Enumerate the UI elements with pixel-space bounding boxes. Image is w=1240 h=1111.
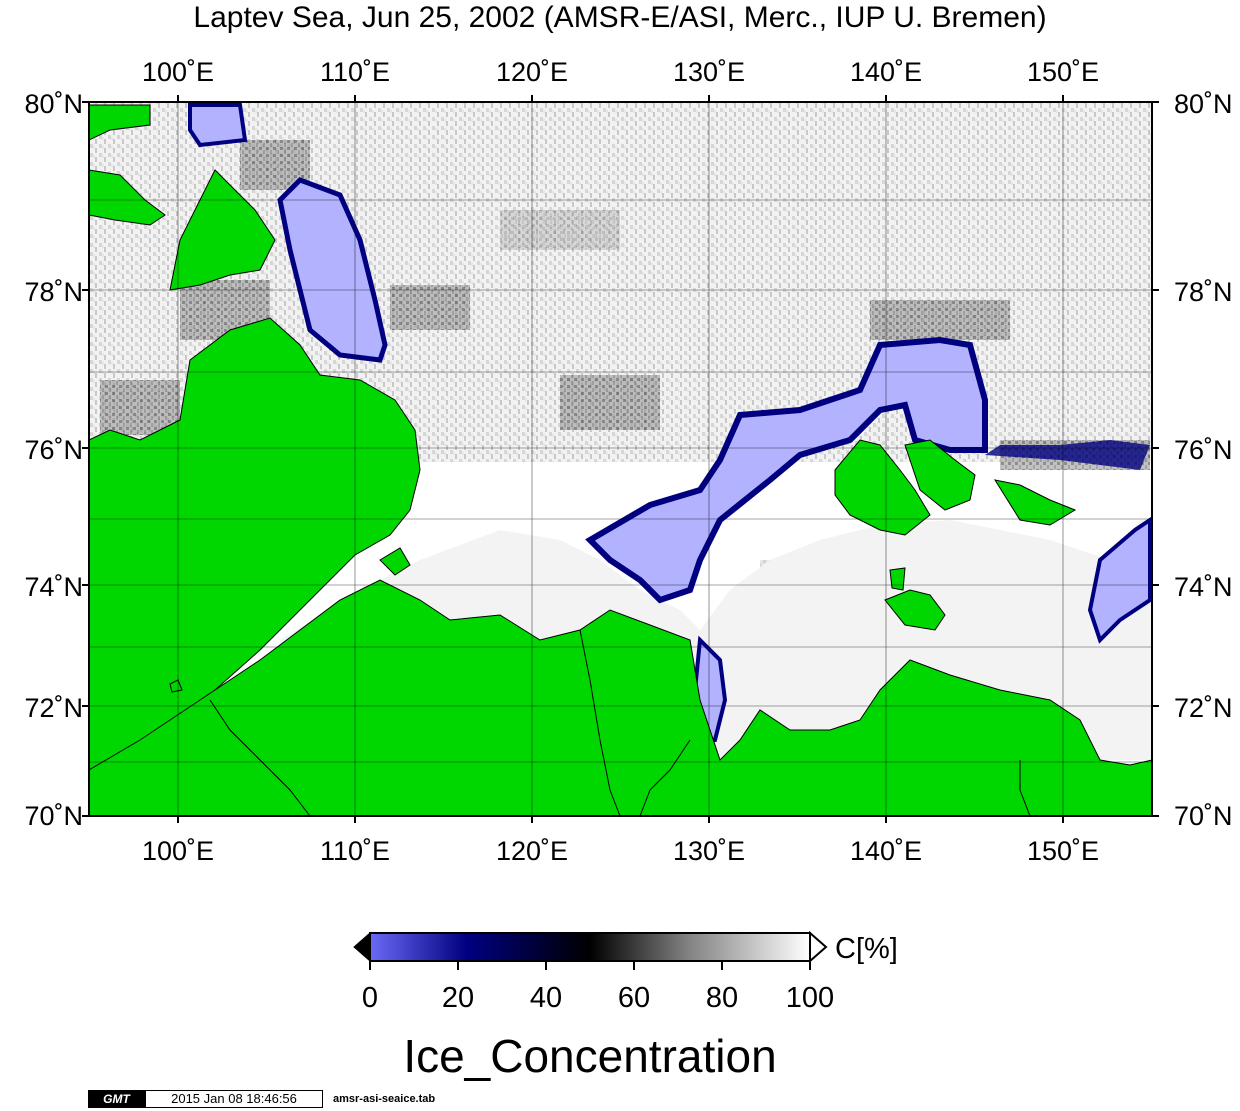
ice-edge-east — [985, 440, 1150, 470]
lon-tick-bottom: 140˚E — [849, 836, 923, 866]
lat-tick-left: 74˚N — [24, 572, 83, 602]
polynya-west — [277, 177, 388, 363]
colorbar-gradient — [369, 932, 811, 962]
polynya-severnaya — [188, 103, 248, 148]
colorbar-tick-label: 0 — [361, 982, 379, 1014]
source-file: amsr-asi-seaice.tab — [333, 1093, 436, 1105]
gmt-logo: GMT — [88, 1090, 145, 1108]
lyakhovsky-island — [884, 589, 946, 631]
lon-tick-bottom: 150˚E — [1026, 836, 1100, 866]
lat-tick-left: 70˚N — [24, 801, 83, 831]
colorbar-tick-label: 20 — [441, 982, 475, 1014]
lat-tick-right: 80˚N — [1174, 89, 1233, 119]
variable-name: Ice_Concentration — [403, 1030, 777, 1082]
polynya-east — [1087, 516, 1152, 644]
borders — [209, 629, 1031, 816]
severnaya-zemlya-island — [169, 169, 276, 291]
severnaya-zemlya-island-north — [89, 104, 151, 141]
ticks — [82, 95, 1159, 823]
lon-tick-bottom: 100˚E — [141, 836, 215, 866]
faddeyevsky-island — [904, 439, 976, 511]
map-frame — [88, 101, 1153, 817]
lon-tick-bottom: 130˚E — [672, 836, 746, 866]
lat-tick-right: 78˚N — [1174, 277, 1233, 307]
colorbar-min-arrow — [353, 931, 371, 963]
lat-tick-right: 72˚N — [1174, 693, 1233, 723]
lat-tick-left: 72˚N — [24, 693, 83, 723]
colorbar-unit: C[%] — [835, 933, 898, 965]
map-title: Laptev Sea, Jun 25, 2002 (AMSR-E/ASI, Me… — [193, 1, 1047, 34]
gmt-timestamp: 2015 Jan 08 18:46:56 — [145, 1090, 323, 1108]
lon-tick-bottom: 120˚E — [495, 836, 569, 866]
colorbar-tick-label: 100 — [785, 982, 835, 1014]
lon-tick-top: 120˚E — [495, 57, 569, 87]
small-islet — [169, 679, 183, 693]
lat-tick-left: 78˚N — [24, 277, 83, 307]
lon-tick-top: 110˚E — [319, 57, 391, 87]
small-island — [889, 567, 906, 591]
kotelny-island — [834, 439, 931, 536]
colorbar — [353, 930, 828, 970]
small-island-coastal — [379, 547, 411, 576]
graticule — [89, 102, 1152, 816]
lat-tick-left: 76˚N — [24, 435, 83, 465]
novaya-sibir-island — [993, 479, 1077, 526]
lat-tick-right: 70˚N — [1174, 801, 1233, 831]
lon-tick-top: 130˚E — [672, 57, 746, 87]
colorbar-tick-label: 60 — [617, 982, 651, 1014]
lon-tick-top: 100˚E — [141, 57, 215, 87]
severnaya-zemlya-island-west — [89, 169, 166, 226]
lat-tick-left: 80˚N — [24, 89, 83, 119]
lon-tick-top: 140˚E — [849, 57, 923, 87]
colorbar-tick-label: 80 — [705, 982, 739, 1014]
colorbar-max-arrow — [809, 930, 828, 964]
map-area — [89, 102, 1152, 816]
colorbar-tick-label: 40 — [529, 982, 563, 1014]
lat-tick-right: 76˚N — [1174, 435, 1233, 465]
lat-tick-right: 74˚N — [1174, 572, 1233, 602]
lon-tick-bottom: 110˚E — [319, 836, 391, 866]
lon-tick-top: 150˚E — [1026, 57, 1100, 87]
